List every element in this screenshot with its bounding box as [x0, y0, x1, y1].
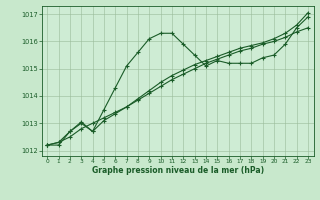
X-axis label: Graphe pression niveau de la mer (hPa): Graphe pression niveau de la mer (hPa): [92, 166, 264, 175]
